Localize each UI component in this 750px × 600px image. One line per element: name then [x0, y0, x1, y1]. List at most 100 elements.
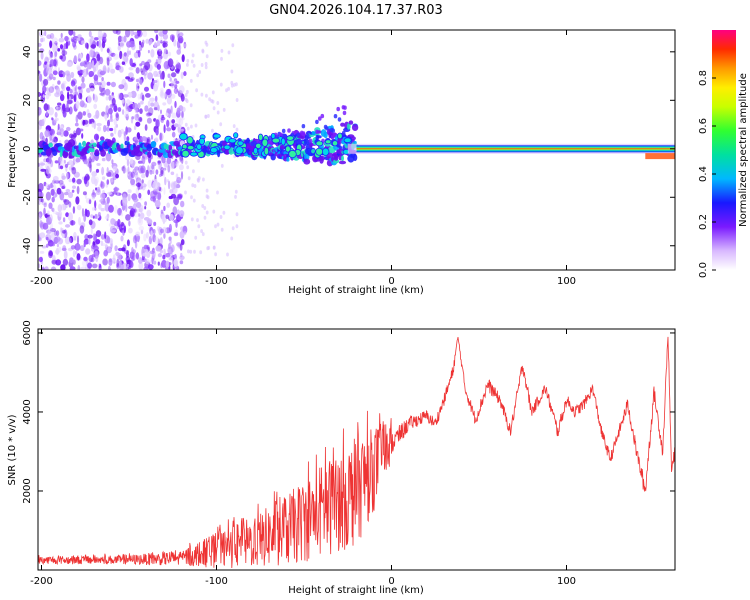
noise-dot — [150, 49, 155, 58]
noise-dot — [101, 243, 107, 247]
noise-dot — [60, 32, 63, 39]
figure-title: GN04.2026.104.17.37.R03 — [269, 3, 443, 18]
noise-dot — [124, 113, 128, 118]
noise-dot — [161, 114, 165, 118]
noise-dot — [113, 190, 117, 195]
noise-dot — [179, 85, 185, 94]
noise-dot — [44, 266, 49, 270]
noise-dot — [147, 49, 150, 54]
noise-dot — [167, 58, 174, 68]
noise-dot — [132, 197, 139, 203]
noise-dot — [134, 136, 138, 141]
noise-dot — [86, 62, 90, 72]
noise-dot — [83, 60, 88, 68]
noise-dot — [110, 229, 117, 233]
noise-dot — [73, 95, 76, 101]
noise-dot — [154, 95, 158, 102]
noise-dot — [56, 187, 62, 195]
snr-panel: -200 -100 0 100 2000 4000 6000 Height of strai… — [7, 320, 676, 596]
noise-dot — [235, 82, 238, 87]
noise-dot — [166, 88, 172, 98]
noise-dot — [47, 230, 53, 238]
noise-dot — [179, 128, 184, 132]
noise-dot — [72, 177, 76, 183]
streak-blob — [323, 124, 328, 130]
noise-dot — [72, 130, 77, 139]
spectrogram-x-axis-label: Height of straight line (km) — [288, 285, 424, 296]
snr-frame — [37, 328, 676, 571]
noise-dot — [128, 66, 134, 71]
noise-dot — [156, 48, 162, 52]
noise-dot — [142, 252, 147, 257]
noise-dot — [58, 211, 63, 217]
noise-dot — [85, 209, 90, 218]
signal-band — [38, 105, 359, 167]
noise-dot — [54, 236, 61, 243]
noise-dot — [63, 159, 66, 164]
streak-blob — [318, 116, 322, 121]
carrier-core — [356, 145, 675, 153]
noise-dot — [49, 40, 53, 49]
noise-dot — [173, 160, 180, 164]
band-blob — [168, 144, 173, 151]
noise-dot — [38, 70, 41, 74]
noise-dot — [129, 210, 134, 218]
noise-dot — [100, 70, 107, 74]
noise-dot — [38, 42, 42, 47]
noise-dot — [118, 224, 123, 232]
noise-dot — [130, 77, 135, 81]
noise-dot — [195, 88, 199, 93]
bright-blob — [284, 145, 291, 153]
noise-dot — [88, 118, 92, 125]
noise-dot — [70, 245, 76, 250]
noise-dot — [69, 237, 72, 244]
noise-dot — [81, 208, 85, 217]
noise-dot — [101, 41, 106, 49]
noise-dot — [141, 136, 147, 142]
noise-dot — [41, 266, 45, 270]
noise-dot — [132, 102, 139, 110]
noise-dot — [42, 222, 49, 230]
noise-dot — [103, 113, 108, 120]
noise-dot — [161, 259, 167, 268]
noise-dot — [189, 103, 193, 108]
noise-dot — [135, 252, 139, 260]
noise-dot — [173, 232, 179, 237]
noise-dot — [134, 113, 140, 121]
noise-dot — [144, 86, 149, 92]
noise-dot — [160, 109, 162, 115]
noise-dot — [145, 38, 150, 44]
noise-dot — [201, 232, 205, 237]
noise-dot — [176, 40, 181, 49]
colorbar-label: Normalized spectral amplitude — [738, 73, 749, 227]
noise-dot — [52, 70, 58, 76]
noise-dot — [235, 127, 239, 132]
noise-dot — [118, 84, 125, 90]
noise-dot — [90, 44, 97, 49]
noise-dot — [115, 251, 120, 257]
noise-dot — [77, 111, 83, 120]
noise-dot — [123, 82, 128, 91]
noise-dot — [87, 112, 92, 119]
noise-dot — [41, 201, 47, 206]
noise-dot — [193, 184, 197, 188]
noise-dot — [144, 61, 151, 71]
noise-dot — [94, 207, 97, 211]
noise-dot — [110, 81, 116, 88]
noise-dot — [162, 42, 168, 48]
noise-dot — [157, 253, 162, 258]
noise-dot — [212, 245, 216, 250]
noise-dot — [124, 249, 130, 255]
noise-dot — [173, 196, 180, 206]
noise-dot — [91, 175, 96, 185]
noise-dot — [174, 83, 178, 89]
noise-dot — [76, 253, 81, 261]
noise-dot — [46, 216, 52, 225]
noise-dot — [232, 124, 236, 129]
noise-dot — [160, 170, 164, 177]
noise-dot — [152, 181, 158, 190]
noise-dot — [177, 194, 183, 200]
noise-dot — [136, 30, 141, 37]
noise-dot — [178, 164, 184, 171]
noise-dot — [142, 39, 145, 45]
